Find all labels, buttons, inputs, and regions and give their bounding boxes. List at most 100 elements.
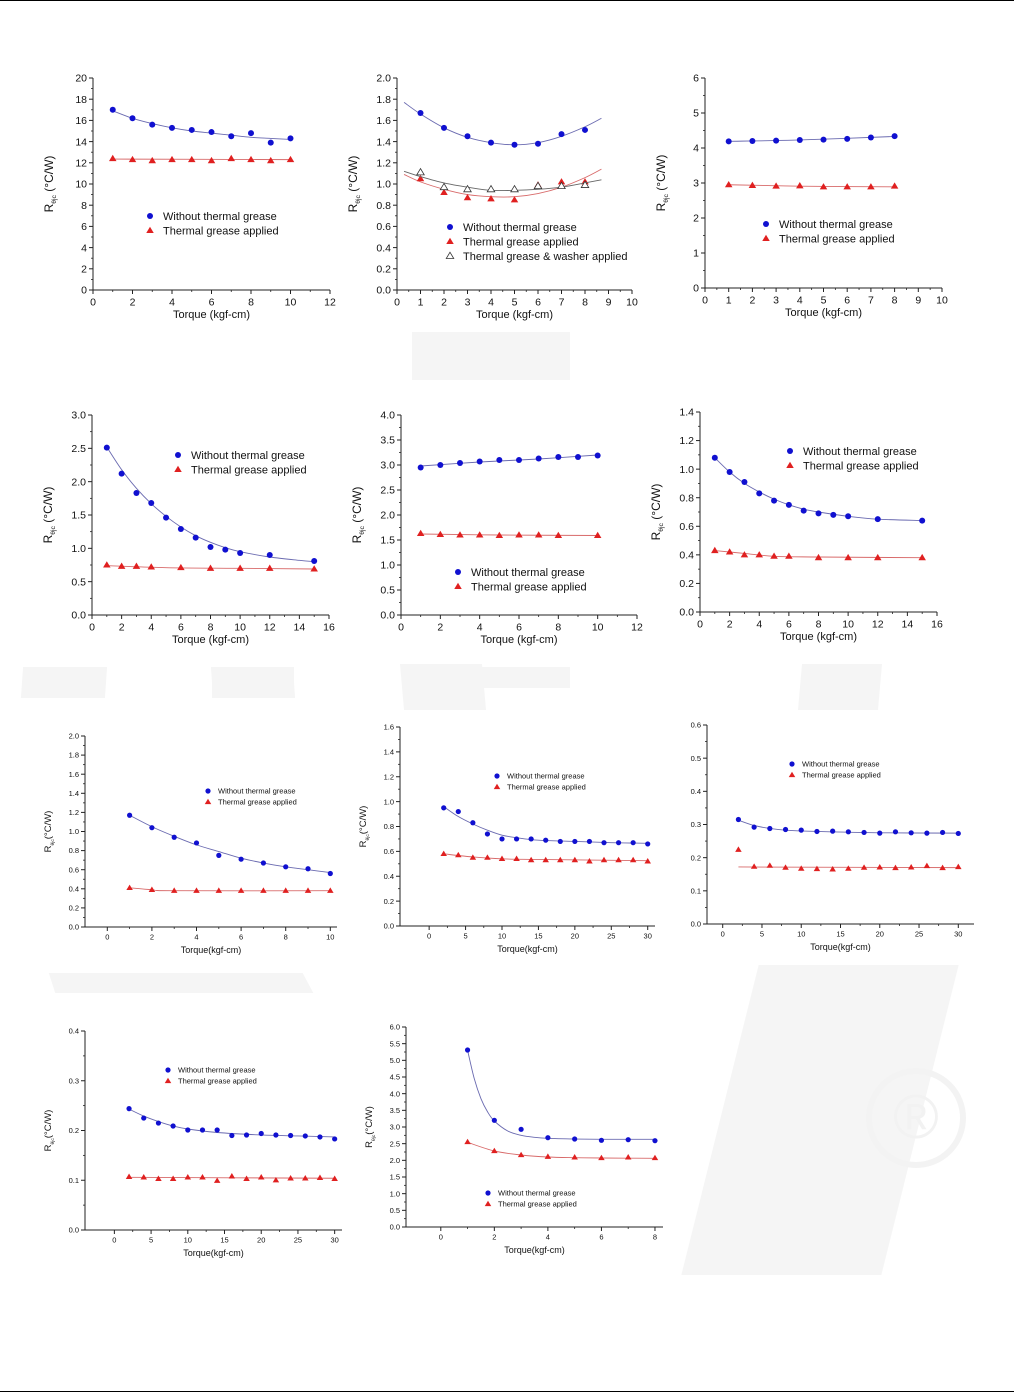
data-point-triangle: [955, 863, 962, 870]
y-tick-label: 8: [81, 200, 87, 212]
data-point-circle: [177, 526, 184, 532]
data-point-triangle: [117, 562, 126, 569]
legend-label: Thermal grease applied: [163, 225, 279, 237]
y-tick-label: 0.5: [390, 1206, 400, 1215]
legend-label: Without thermal grease: [803, 446, 917, 458]
data-point-circle: [749, 138, 756, 144]
x-tick-label: 20: [876, 930, 884, 939]
legend-label: Without thermal grease: [191, 450, 305, 462]
y-tick-label: 1.0: [380, 560, 395, 572]
data-point-circle: [575, 454, 581, 460]
x-tick-label: 4: [194, 933, 198, 942]
registered-symbol: ®: [893, 1083, 939, 1152]
data-point-triangle: [796, 182, 804, 189]
watermark-shape: [412, 332, 570, 380]
legend: Without thermal grease Thermal grease app…: [762, 219, 895, 245]
data-point-circle: [545, 1135, 551, 1141]
data-point-triangle: [762, 234, 770, 242]
x-tick-label: 2: [727, 619, 733, 631]
data-point-circle: [103, 444, 110, 451]
legend-label: Thermal grease applied: [191, 464, 307, 476]
data-point-circle: [558, 131, 565, 138]
y-tick-label: 0.5: [691, 754, 701, 763]
x-tick-label: 2: [749, 295, 755, 307]
data-point-triangle: [939, 864, 946, 871]
y-tick-label: 0.2: [69, 1126, 79, 1135]
data-point-circle: [796, 136, 803, 143]
data-point-circle: [830, 511, 837, 518]
data-point-circle: [767, 825, 773, 832]
data-point-triangle: [534, 531, 543, 538]
y-tick-label: 3.0: [390, 1123, 400, 1132]
data-point-triangle: [237, 887, 245, 893]
y-tick-label: 1.2: [679, 435, 694, 447]
x-tick-label: 8: [816, 619, 822, 631]
y-axis-label: Rθjc (°C/W): [350, 487, 366, 544]
data-point-triangle: [260, 887, 267, 893]
data-point-triangle: [204, 798, 212, 805]
series-1: [126, 1106, 338, 1142]
y-tick-label: 0.0: [71, 610, 86, 622]
data-point-circle: [327, 870, 333, 877]
y-tick-label: 0.4: [384, 872, 394, 881]
data-point-triangle: [814, 553, 823, 561]
data-point-circle: [437, 462, 444, 468]
y-axis-label: Rθjc (°C/W): [346, 156, 362, 213]
y-tick-label: 0.3: [691, 820, 701, 829]
x-tick-label: 16: [323, 622, 335, 634]
x-tick-label: 0: [105, 933, 109, 942]
series-2: [103, 561, 318, 572]
data-point-circle: [165, 1067, 171, 1073]
data-point-circle: [924, 830, 930, 836]
data-point-triangle: [782, 864, 789, 870]
data-point-circle: [126, 1106, 132, 1112]
x-tick-label: 10: [936, 295, 948, 307]
data-point-circle: [845, 513, 852, 520]
legend: Without thermal grease Thermal grease app…: [174, 450, 307, 476]
y-tick-label: 2.5: [71, 443, 86, 455]
y-axis-label: Rθjc(°C/W): [358, 806, 371, 848]
data-point-circle: [484, 831, 491, 837]
data-point-circle: [464, 133, 471, 140]
y-tick-label: 3.5: [390, 1106, 400, 1115]
x-tick-label: 6: [209, 297, 215, 309]
legend-label: Thermal grease applied: [779, 233, 895, 245]
x-tick-label: 2: [119, 622, 125, 634]
data-point-triangle: [772, 182, 780, 189]
x-tick-label: 8: [248, 297, 254, 309]
x-tick-label: 5: [149, 1236, 153, 1245]
data-point-triangle: [484, 854, 491, 860]
y-tick-label: 0.0: [380, 610, 395, 622]
legend: Without thermal grease Thermal grease app…: [146, 211, 279, 237]
legend: Without thermal grease Thermal grease app…: [164, 1066, 257, 1086]
data-point-circle: [441, 805, 447, 811]
x-tick-label: 10: [592, 622, 604, 634]
data-point-circle: [877, 830, 883, 836]
data-point-circle: [594, 452, 601, 459]
data-point-triangle: [813, 865, 821, 872]
data-point-circle: [317, 1134, 323, 1140]
data-point-triangle: [513, 855, 520, 862]
data-point-triangle: [918, 553, 926, 561]
data-point-triangle: [755, 551, 763, 558]
series-2: [440, 850, 651, 864]
y-tick-label: 14: [75, 136, 87, 148]
data-point-circle: [844, 135, 851, 142]
x-axis-label: Torque(kgf-cm): [183, 1248, 244, 1258]
data-point-circle: [582, 126, 588, 133]
data-point-triangle: [557, 856, 564, 863]
data-point-circle: [238, 856, 244, 862]
legend-label: Without thermal grease: [498, 1189, 576, 1198]
data-point-triangle: [788, 771, 796, 778]
data-point-circle: [205, 788, 211, 794]
data-point-triangle: [542, 856, 549, 863]
data-point-triangle: [484, 1200, 492, 1207]
data-point-circle: [485, 1190, 491, 1196]
legend: Without thermal grease Thermal grease app…: [786, 446, 919, 472]
data-point-circle: [919, 517, 926, 524]
data-point-triangle: [750, 863, 758, 869]
y-tick-label: 1.4: [69, 789, 79, 798]
y-tick-label: 0.8: [679, 492, 694, 504]
